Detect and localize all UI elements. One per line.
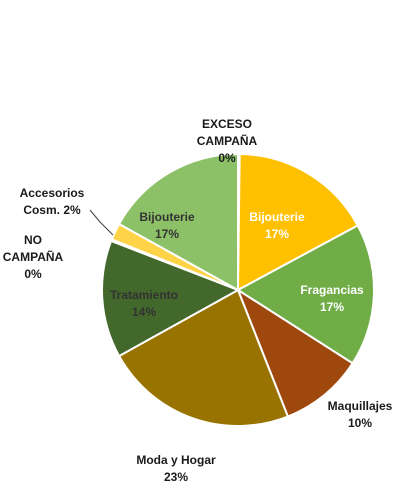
slice-label-line: Tratamiento bbox=[110, 288, 178, 302]
slice-label-line: Maquillajes bbox=[328, 399, 393, 413]
slice-label-line: 0% bbox=[24, 267, 42, 281]
pie-slice-6 bbox=[101, 239, 241, 358]
slice-label-line: Bijouterie bbox=[139, 210, 195, 224]
slice-label-line: Moda y Hogar bbox=[136, 453, 216, 467]
slice-label-line: CAMPAÑA bbox=[3, 249, 64, 264]
slice-label-6: Tratamiento 14% bbox=[110, 288, 178, 319]
slice-label-8: Accesorios Cosm. 2% bbox=[20, 186, 85, 217]
leader-line-accesorios bbox=[89, 209, 114, 236]
slice-label-line: 17% bbox=[320, 300, 344, 314]
slice-label-line: Fragancias bbox=[300, 283, 364, 297]
slice-label-line: EXCESO bbox=[202, 117, 252, 131]
slice-label-line: 14% bbox=[132, 305, 156, 319]
leader-lines bbox=[89, 209, 114, 236]
slice-label-line: NO bbox=[24, 233, 42, 247]
slice-label-3: Fragancias 17% bbox=[300, 283, 364, 314]
pie-slices bbox=[101, 152, 375, 427]
slice-label-9: Bijouterie 17% bbox=[139, 210, 195, 241]
slice-labels: EXCESO CAMPAÑA 0% Bijouterie 17% Fragancias 17… bbox=[3, 117, 393, 484]
slice-label-5: Moda y Hogar 23% bbox=[136, 453, 216, 484]
slice-label-line: 17% bbox=[155, 227, 179, 241]
pie-slice-9 bbox=[117, 152, 239, 292]
slice-label-line: Bijouterie bbox=[249, 210, 305, 224]
slice-label-line: 0% bbox=[218, 151, 236, 165]
slice-label-line: 17% bbox=[265, 227, 289, 241]
pie-slice-4 bbox=[235, 287, 354, 418]
slice-label-2: Bijouterie 17% bbox=[249, 210, 305, 241]
pie-slice-2 bbox=[236, 152, 360, 292]
slice-label-4: Maquillajes 10% bbox=[328, 399, 393, 430]
pie-slice-5 bbox=[117, 288, 290, 427]
pie-slice-3 bbox=[236, 224, 375, 365]
slice-label-line: Cosm. 2% bbox=[23, 203, 81, 217]
slice-label-7: NO CAMPAÑA 0% bbox=[3, 233, 64, 281]
slice-label-line: 10% bbox=[348, 416, 372, 430]
slice-label-line: 23% bbox=[164, 470, 188, 484]
slice-label-line: Accesorios bbox=[20, 186, 85, 200]
slice-label-1: EXCESO CAMPAÑA 0% bbox=[197, 117, 258, 165]
slice-label-line: CAMPAÑA bbox=[197, 133, 258, 148]
